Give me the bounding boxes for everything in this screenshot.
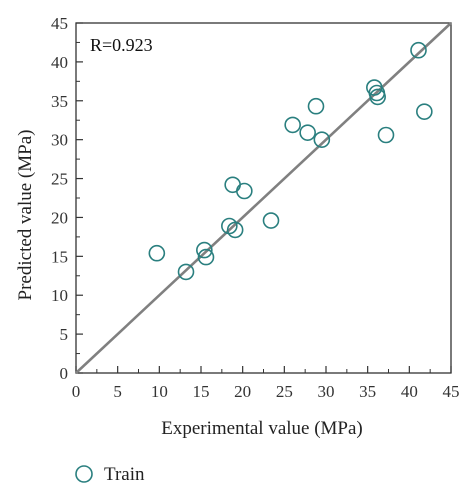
x-tick-label: 15 — [193, 382, 210, 401]
x-axis-title: Experimental value (MPa) — [161, 418, 363, 439]
data-point — [299, 124, 316, 141]
y-tick-label: 35 — [51, 92, 68, 111]
y-tick-label: 40 — [51, 53, 68, 72]
y-tick-label: 45 — [51, 14, 68, 33]
x-tick-label: 5 — [113, 382, 122, 401]
data-point — [148, 244, 166, 262]
x-tick-label: 10 — [151, 382, 168, 401]
x-tick-label: 35 — [359, 382, 376, 401]
y-tick-label: 30 — [51, 131, 68, 150]
data-point — [224, 176, 241, 194]
y-tick-label: 10 — [51, 286, 68, 305]
identity-line — [75, 22, 452, 374]
x-tick-label: 45 — [443, 382, 460, 401]
data-point — [197, 248, 215, 266]
correlation-annotation: R=0.923 — [90, 35, 153, 55]
data-point — [377, 126, 395, 144]
x-tick-label: 40 — [401, 382, 418, 401]
y-tick-label: 20 — [51, 208, 68, 227]
data-point — [416, 103, 433, 120]
data-point — [410, 41, 427, 59]
data-point — [313, 131, 331, 148]
x-tick-label: 20 — [234, 382, 251, 401]
legend-marker — [75, 465, 93, 483]
data-point — [177, 263, 195, 281]
data-point — [196, 241, 213, 259]
y-tick-label: 0 — [60, 364, 69, 383]
plot-layer: 0 5 10 15 20 25 30 35 40 45 0 5 10 15 20 25 30 35 40 45 — [51, 14, 460, 401]
legend: Train — [75, 464, 145, 485]
y-tick-label: 5 — [60, 325, 69, 344]
legend-label-train: Train — [104, 464, 145, 485]
x-tick-label: 25 — [276, 382, 293, 401]
data-point — [307, 97, 325, 115]
data-point — [262, 212, 280, 229]
y-tick-label: 15 — [51, 247, 68, 266]
data-point — [369, 88, 386, 106]
data-point — [284, 116, 301, 134]
x-tick-label: 0 — [72, 382, 81, 401]
x-tick-label: 30 — [318, 382, 335, 401]
data-point — [236, 182, 253, 200]
data-point — [226, 221, 244, 239]
y-axis-title: Predicted value (MPa) — [15, 130, 36, 301]
y-tick-label: 25 — [51, 170, 68, 189]
